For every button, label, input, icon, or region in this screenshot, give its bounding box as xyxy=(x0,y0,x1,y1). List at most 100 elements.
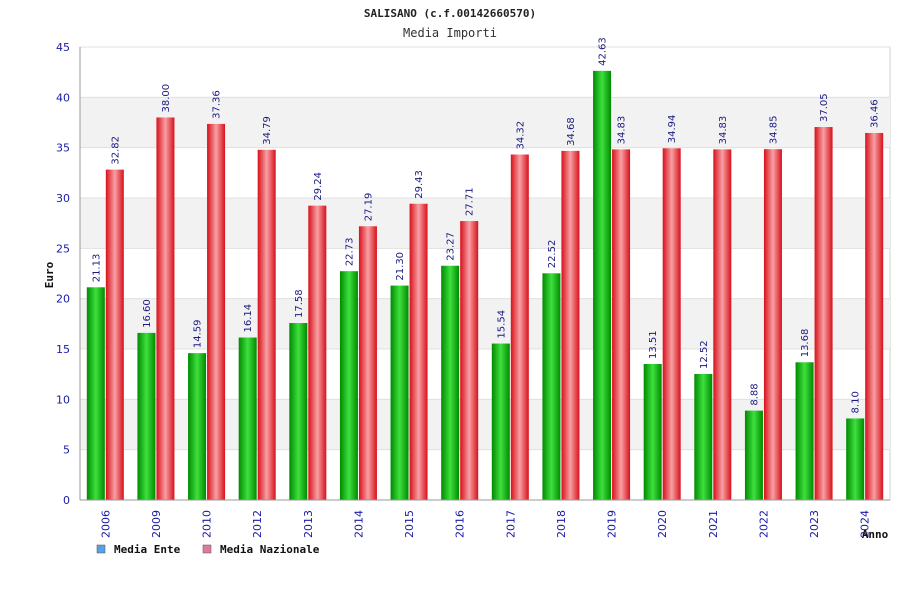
x-tick-label: 2012 xyxy=(251,510,264,538)
bar-media-nazionale-2016 xyxy=(460,221,479,500)
bar-media-nazionale-2019 xyxy=(612,149,631,501)
data-label-media-ente-2022: 8.88 xyxy=(749,383,760,405)
data-label-media-nazionale-2022: 34.85 xyxy=(768,116,779,145)
chart-title: SALISANO (c.f.00142660570) xyxy=(364,7,536,20)
data-label-media-ente-2016: 23.27 xyxy=(446,232,457,261)
bar-media-ente-2024 xyxy=(846,418,865,500)
x-tick-label: 2010 xyxy=(201,510,214,538)
x-tick-label: 2015 xyxy=(403,510,416,538)
data-labels: 21.13 32.82 16.60 38.00 14.59 37.36 16.14 34.79… xyxy=(91,37,880,413)
bar-media-nazionale-2014 xyxy=(358,226,377,500)
x-tick-label: 2022 xyxy=(757,510,770,538)
x-tick-label: 2017 xyxy=(504,510,517,538)
y-tick-label: 0 xyxy=(63,494,70,507)
legend-label-media-nazionale: Media Nazionale xyxy=(220,543,320,556)
bar-media-nazionale-2020 xyxy=(662,148,681,500)
data-label-media-ente-2013: 17.58 xyxy=(294,289,305,318)
x-tick-label: 2018 xyxy=(555,510,568,538)
y-tick-label: 20 xyxy=(56,293,70,306)
bar-media-ente-2018 xyxy=(542,273,561,500)
x-tick-label: 2013 xyxy=(302,510,315,538)
bar-media-ente-2015 xyxy=(390,285,409,500)
legend-label-media-ente: Media Ente xyxy=(114,543,181,556)
bar-media-nazionale-2022 xyxy=(763,149,782,500)
data-label-media-ente-2006: 21.13 xyxy=(91,254,102,283)
data-label-media-ente-2014: 22.73 xyxy=(344,238,355,267)
data-label-media-ente-2018: 22.52 xyxy=(547,240,558,269)
bar-media-ente-2014 xyxy=(339,271,358,500)
x-tick-label: 2023 xyxy=(808,510,821,538)
data-label-media-ente-2010: 14.59 xyxy=(193,319,204,348)
data-label-media-nazionale-2024: 36.46 xyxy=(870,99,881,128)
y-tick-label: 5 xyxy=(63,444,70,457)
bar-media-ente-2012 xyxy=(238,337,257,500)
bar-media-ente-2010 xyxy=(188,353,207,500)
bar-media-nazionale-2009 xyxy=(156,117,175,500)
legend-swatch-media-ente xyxy=(96,544,106,554)
data-label-media-ente-2024: 8.10 xyxy=(851,391,862,413)
bar-media-nazionale-2018 xyxy=(561,150,580,500)
legend-swatch-media-nazionale xyxy=(202,544,212,554)
x-tick-label: 2024 xyxy=(859,510,872,538)
y-tick-label: 45 xyxy=(56,41,70,54)
data-label-media-ente-2015: 21.30 xyxy=(395,252,406,281)
x-tick-label: 2006 xyxy=(99,510,112,538)
data-label-media-nazionale-2013: 29.24 xyxy=(313,172,324,201)
y-tick-label: 25 xyxy=(56,242,70,255)
x-tick-label: 2016 xyxy=(454,510,467,538)
data-label-media-nazionale-2010: 37.36 xyxy=(212,90,223,119)
data-label-media-nazionale-2018: 34.68 xyxy=(566,117,577,146)
bar-media-ente-2023 xyxy=(795,362,814,500)
bar-media-ente-2021 xyxy=(694,373,713,500)
data-label-media-nazionale-2015: 29.43 xyxy=(414,170,425,199)
legend: Media Ente Media Nazionale xyxy=(96,543,320,556)
data-label-media-nazionale-2023: 37.05 xyxy=(819,93,830,122)
data-label-media-ente-2009: 16.60 xyxy=(142,299,153,328)
chart-subtitle: Media Importi xyxy=(403,26,497,40)
y-tick-label: 35 xyxy=(56,142,70,155)
data-label-media-nazionale-2009: 38.00 xyxy=(161,84,172,113)
bar-media-ente-2017 xyxy=(491,343,510,500)
x-axis-label: Anno xyxy=(862,528,889,541)
y-tick-label: 30 xyxy=(56,192,70,205)
data-label-media-nazionale-2020: 34.94 xyxy=(667,115,678,144)
data-label-media-nazionale-2017: 34.32 xyxy=(515,121,526,150)
data-label-media-ente-2019: 42.63 xyxy=(598,37,609,66)
bar-media-nazionale-2013 xyxy=(308,205,327,500)
bar-media-nazionale-2006 xyxy=(105,169,124,500)
x-tick-label: 2014 xyxy=(352,510,365,538)
bar-media-ente-2019 xyxy=(593,70,612,500)
bar-media-ente-2020 xyxy=(643,363,662,500)
bar-media-ente-2013 xyxy=(289,323,308,500)
x-tick-label: 2021 xyxy=(707,510,720,538)
bar-media-nazionale-2010 xyxy=(207,123,226,500)
x-tick-label: 2020 xyxy=(656,510,669,538)
bar-media-nazionale-2023 xyxy=(814,127,833,500)
data-label-media-ente-2012: 16.14 xyxy=(243,304,254,333)
y-tick-label: 40 xyxy=(56,91,70,104)
bar-media-nazionale-2021 xyxy=(713,149,732,501)
y-axis-label: Euro xyxy=(43,261,56,288)
bar-media-nazionale-2017 xyxy=(510,154,529,500)
data-label-media-ente-2017: 15.54 xyxy=(496,310,507,339)
bar-media-ente-2022 xyxy=(744,410,763,500)
bar-media-nazionale-2024 xyxy=(865,132,884,500)
y-tick-label: 10 xyxy=(56,393,70,406)
data-label-media-nazionale-2014: 27.19 xyxy=(363,193,374,222)
data-label-media-ente-2021: 12.52 xyxy=(699,340,710,369)
data-label-media-ente-2020: 13.51 xyxy=(648,330,659,359)
x-tick-label: 2009 xyxy=(150,510,163,538)
x-tick-label: 2019 xyxy=(606,510,619,538)
data-label-media-ente-2023: 13.68 xyxy=(800,329,811,358)
bar-media-nazionale-2012 xyxy=(257,149,276,500)
bar-media-ente-2006 xyxy=(86,287,105,500)
data-label-media-nazionale-2021: 34.83 xyxy=(718,116,729,145)
data-label-media-nazionale-2012: 34.79 xyxy=(262,116,273,145)
data-label-media-nazionale-2006: 32.82 xyxy=(110,136,121,165)
bars xyxy=(86,70,884,501)
axes: 0 5 10 15 20 25 30 35 40 45 2006 2009 2010 2012 2013 20… xyxy=(56,41,890,538)
bar-media-nazionale-2015 xyxy=(409,203,428,500)
y-tick-label: 15 xyxy=(56,343,70,356)
